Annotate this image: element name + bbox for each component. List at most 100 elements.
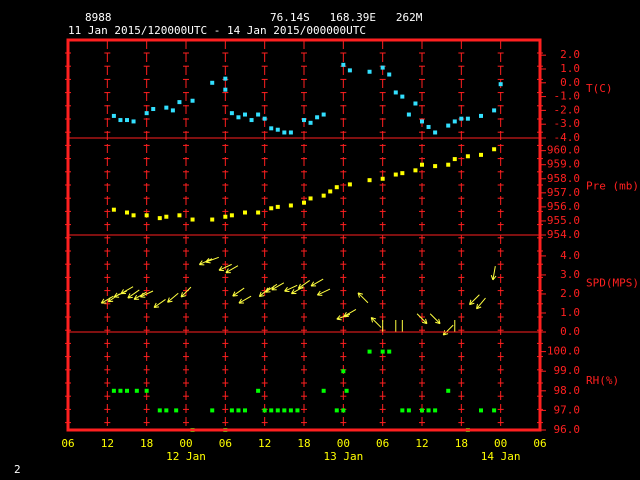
y-tick-label: 960.0	[547, 144, 580, 157]
data-point	[387, 349, 392, 354]
data-point	[144, 388, 149, 393]
y-tick-label: 955.0	[547, 214, 580, 227]
data-point	[269, 408, 274, 413]
data-point	[243, 408, 247, 413]
data-point	[164, 408, 169, 413]
data-point	[256, 112, 261, 117]
y-tick-label: -1.0	[554, 90, 581, 103]
wind-arrow	[469, 294, 480, 306]
y-tick-label: 0.0	[560, 325, 580, 338]
y-tick-label: 99.0	[554, 364, 581, 377]
wind-arrow	[100, 295, 114, 304]
data-point	[321, 193, 326, 198]
wind-arrow	[429, 313, 441, 325]
y-tick-label: -3.0	[554, 117, 581, 130]
data-point	[406, 408, 411, 413]
data-point	[111, 207, 116, 212]
data-point	[479, 408, 483, 413]
data-point	[164, 214, 169, 219]
data-point	[288, 408, 293, 413]
wind-arrow	[218, 263, 232, 272]
station-location: 76.14S 168.39E 262M	[270, 11, 423, 24]
x-tick-label: 18	[297, 437, 310, 450]
data-point	[387, 72, 392, 77]
wind-arrow	[336, 313, 351, 321]
data-point	[393, 172, 398, 177]
wind-arrow	[343, 309, 357, 317]
wind-arrow	[133, 291, 147, 300]
data-point	[498, 82, 503, 87]
x-tick-label: 06	[61, 437, 74, 450]
wind-arrow	[205, 256, 219, 264]
data-point	[347, 68, 352, 73]
data-point	[321, 388, 326, 393]
x-tick-label: 00	[179, 437, 192, 450]
data-point	[164, 105, 169, 110]
wind-arrow	[442, 324, 454, 336]
data-point	[170, 108, 175, 113]
data-point	[125, 388, 129, 393]
data-point	[269, 206, 274, 211]
data-point	[452, 119, 457, 124]
data-point	[321, 112, 326, 117]
x-tick-label: 00	[494, 437, 507, 450]
x-tick-label: 06	[533, 437, 546, 450]
data-point	[118, 388, 123, 393]
wind-arrow	[357, 292, 369, 304]
data-point	[210, 217, 215, 222]
data-point	[256, 388, 261, 393]
data-point	[157, 216, 162, 221]
wind-arrow	[127, 289, 140, 299]
x-tick-label: 18	[140, 437, 153, 450]
data-point	[479, 152, 483, 157]
data-point	[433, 408, 438, 413]
data-point	[413, 101, 418, 106]
data-point	[256, 210, 261, 215]
data-point	[131, 213, 136, 218]
data-point	[380, 65, 385, 70]
data-point	[134, 388, 139, 393]
period-title: 11 Jan 2015/120000UTC - 14 Jan 2015/0000…	[68, 24, 366, 37]
day-label: 13 Jan	[323, 450, 363, 463]
station-id: 8988	[85, 11, 112, 24]
wind-arrow	[238, 295, 252, 304]
y-tick-label: 0.0	[560, 76, 580, 89]
data-point	[190, 217, 195, 222]
data-point	[367, 178, 372, 183]
panel-label: T(C)	[586, 82, 613, 95]
x-tick-label: 18	[455, 437, 468, 450]
y-tick-label: 98.0	[554, 384, 581, 397]
data-point	[174, 408, 179, 413]
y-tick-label: 958.0	[547, 172, 580, 185]
data-point	[111, 113, 116, 118]
y-tick-label: 3.0	[560, 268, 580, 281]
data-point	[243, 210, 247, 215]
data-point	[341, 369, 346, 374]
wind-arrow	[180, 286, 192, 298]
y-tick-label: -2.0	[554, 103, 581, 116]
data-point	[282, 130, 287, 135]
data-point	[380, 176, 385, 181]
data-point	[223, 214, 228, 219]
wind-arrow	[265, 283, 278, 293]
wind-arrow	[139, 290, 154, 298]
data-point	[288, 130, 293, 135]
wind-arrow	[271, 282, 285, 291]
x-tick-label: 12	[415, 437, 428, 450]
wind-arrow	[316, 288, 331, 296]
y-tick-label: 954.0	[547, 228, 580, 241]
data-point	[413, 168, 418, 173]
data-point	[144, 111, 149, 116]
data-point	[367, 349, 372, 354]
data-point	[479, 113, 483, 118]
data-point	[210, 80, 215, 85]
wind-arrow	[284, 284, 298, 293]
data-point	[420, 119, 424, 124]
data-point	[492, 408, 497, 413]
wind-arrow	[370, 317, 382, 328]
data-point	[459, 116, 464, 121]
data-point	[229, 408, 234, 413]
data-point	[393, 90, 398, 95]
data-point	[492, 147, 497, 152]
